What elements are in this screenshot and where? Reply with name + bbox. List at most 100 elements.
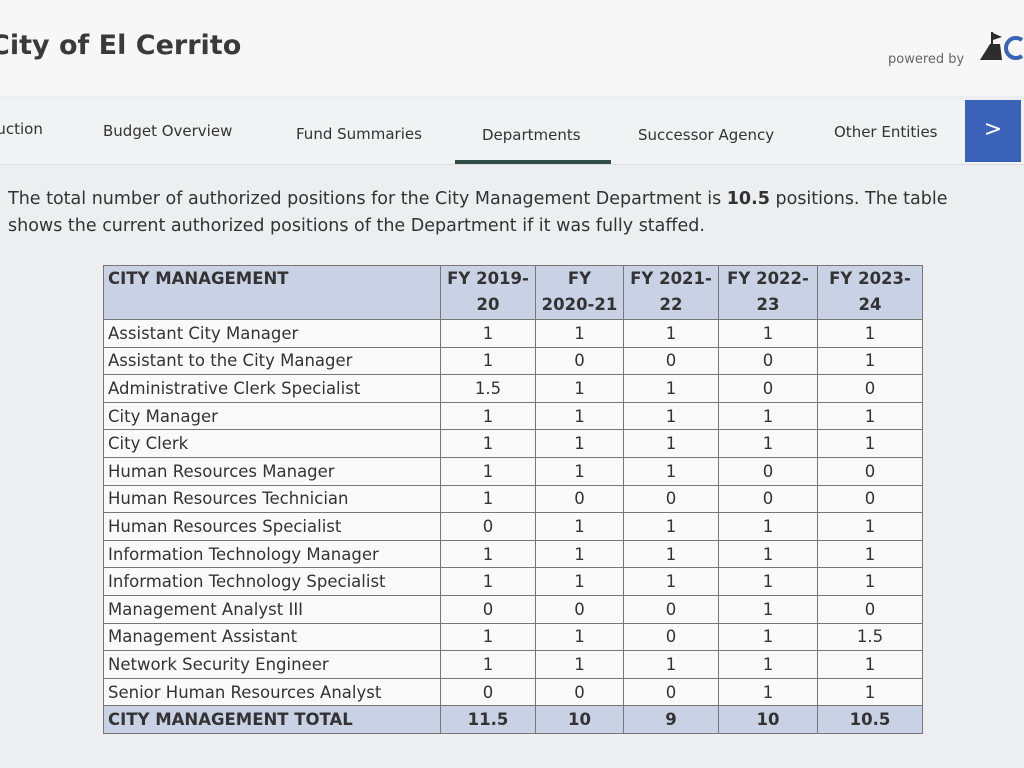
cell-value: 1 xyxy=(623,512,719,541)
cell-value: 1 xyxy=(817,567,923,596)
bold-number: 10.5 xyxy=(726,189,770,209)
site-title[interactable]: City of El Cerrito xyxy=(0,30,242,61)
intro-text: The total number of authorized positions… xyxy=(8,186,998,240)
cell-value: 1 xyxy=(817,512,923,541)
nav-link[interactable]: Introduction xyxy=(0,120,43,138)
cell-value: 0 xyxy=(817,594,923,624)
cell-value: 0 xyxy=(817,456,923,486)
cell-value: 0 xyxy=(718,484,818,514)
cell-value: 1 xyxy=(440,346,536,376)
nav-link[interactable]: Other Entities xyxy=(834,123,938,141)
cell-value: 1 xyxy=(440,319,536,348)
active-tab-indicator xyxy=(455,160,611,164)
cell-value: 0 xyxy=(623,622,719,652)
cell-value: 1 xyxy=(623,429,719,458)
cell-value: 0 xyxy=(718,456,818,486)
position-name: Senior Human Resources Analyst xyxy=(103,677,441,707)
positions-table: CITY MANAGEMENT FY 2019-20 FY 2020-21 FY 20… xyxy=(103,265,923,734)
text: positions. The table shows the current a… xyxy=(8,189,948,236)
cell-value: 1 xyxy=(535,512,624,541)
cell-value: 1 xyxy=(440,429,536,458)
powered-by: powered by xyxy=(888,52,965,67)
cell-value: 0 xyxy=(623,594,719,624)
nav-link[interactable]: Budget Overview xyxy=(103,122,233,140)
table-row: Administrative Clerk Specialist 1.5 1 1 0 0 xyxy=(103,374,923,403)
cell-value: 1 xyxy=(623,374,719,403)
cell-value: 1 xyxy=(440,539,536,569)
cell-value: 1 xyxy=(718,319,818,348)
table-row: Senior Human Resources Analyst 0 0 0 1 1 xyxy=(103,677,923,707)
total-label: CITY MANAGEMENT TOTAL xyxy=(103,705,441,734)
logo xyxy=(980,32,1024,60)
position-name: Management Assistant xyxy=(103,622,441,652)
cell-value: 1 xyxy=(817,429,923,458)
position-name: Administrative Clerk Specialist xyxy=(103,374,441,403)
position-name: City Manager xyxy=(103,401,441,431)
table-row: Human Resources Manager 1 1 1 0 0 xyxy=(103,456,923,486)
position-name: Information Technology Manager xyxy=(103,539,441,569)
column-header: FY 2019-20 xyxy=(440,265,536,320)
cell-value: 1 xyxy=(718,401,818,431)
cell-value: 0 xyxy=(817,484,923,514)
cell-value: 1 xyxy=(623,401,719,431)
cell-value: 1 xyxy=(535,374,624,403)
total-value: 9 xyxy=(623,705,719,734)
cell-value: 1 xyxy=(535,622,624,652)
cell-value: 1.5 xyxy=(817,622,923,652)
cell-value: 1 xyxy=(817,346,923,376)
cell-value: 1 xyxy=(440,567,536,596)
total-value: 10 xyxy=(535,705,624,734)
column-header: FY 2021-22 xyxy=(623,265,719,320)
cell-value: 1 xyxy=(623,319,719,348)
total-row: CITY MANAGEMENT TOTAL 11.5 10 9 10 10.5 xyxy=(103,705,923,734)
position-name: Human Resources Manager xyxy=(103,456,441,486)
next-button[interactable]: > xyxy=(965,100,1021,162)
cell-value: 0 xyxy=(535,484,624,514)
cell-value: 1 xyxy=(440,650,536,679)
cell-value: 1 xyxy=(817,319,923,348)
cell-value: 1 xyxy=(535,539,624,569)
cell-value: 0 xyxy=(440,677,536,707)
cell-value: 1 xyxy=(535,429,624,458)
cell-value: 1 xyxy=(623,456,719,486)
cell-value: 1 xyxy=(440,622,536,652)
position-name: Network Security Engineer xyxy=(103,650,441,679)
cell-value: 1 xyxy=(718,539,818,569)
header-row: CITY MANAGEMENT FY 2019-20 FY 2020-21 FY 20… xyxy=(103,265,923,320)
cell-value: 1 xyxy=(623,539,719,569)
column-header: CITY MANAGEMENT xyxy=(103,265,441,320)
text: The total number of authorized positions… xyxy=(8,189,727,209)
cell-value: 0 xyxy=(623,346,719,376)
cell-value: 0 xyxy=(718,374,818,403)
position-name: Assistant City Manager xyxy=(103,319,441,348)
cell-value: 0 xyxy=(718,346,818,376)
cell-value: 1 xyxy=(817,401,923,431)
nav-link[interactable]: Successor Agency xyxy=(638,126,775,144)
table-row: Information Technology Specialist 1 1 1 1 1 xyxy=(103,567,923,596)
cell-value: 1 xyxy=(440,401,536,431)
position-name: Human Resources Specialist xyxy=(103,512,441,541)
cell-value: 0 xyxy=(817,374,923,403)
table-row: Human Resources Technician 1 0 0 0 0 xyxy=(103,484,923,514)
nav-link[interactable]: Departments xyxy=(482,126,581,144)
cell-value: 0 xyxy=(440,594,536,624)
nav-bar: Introduction Budget Overview Fund Summar… xyxy=(0,100,1024,165)
cell-value: 1 xyxy=(817,677,923,707)
column-header: FY 2020-21 xyxy=(535,265,624,320)
cell-value: 1 xyxy=(718,594,818,624)
position-name: Management Analyst III xyxy=(103,594,441,624)
cell-value: 1.5 xyxy=(440,374,536,403)
cell-value: 1 xyxy=(718,567,818,596)
table-row: Human Resources Specialist 0 1 1 1 1 xyxy=(103,512,923,541)
cell-value: 1 xyxy=(817,539,923,569)
cell-value: 1 xyxy=(535,456,624,486)
nav-link[interactable]: Fund Summaries xyxy=(296,125,422,143)
cell-value: 1 xyxy=(718,512,818,541)
cell-value: 0 xyxy=(535,346,624,376)
cell-value: 1 xyxy=(440,456,536,486)
column-header: FY 2022-23 xyxy=(718,265,818,320)
table-row: City Clerk 1 1 1 1 1 xyxy=(103,429,923,458)
cell-value: 0 xyxy=(440,512,536,541)
cell-value: 1 xyxy=(718,429,818,458)
